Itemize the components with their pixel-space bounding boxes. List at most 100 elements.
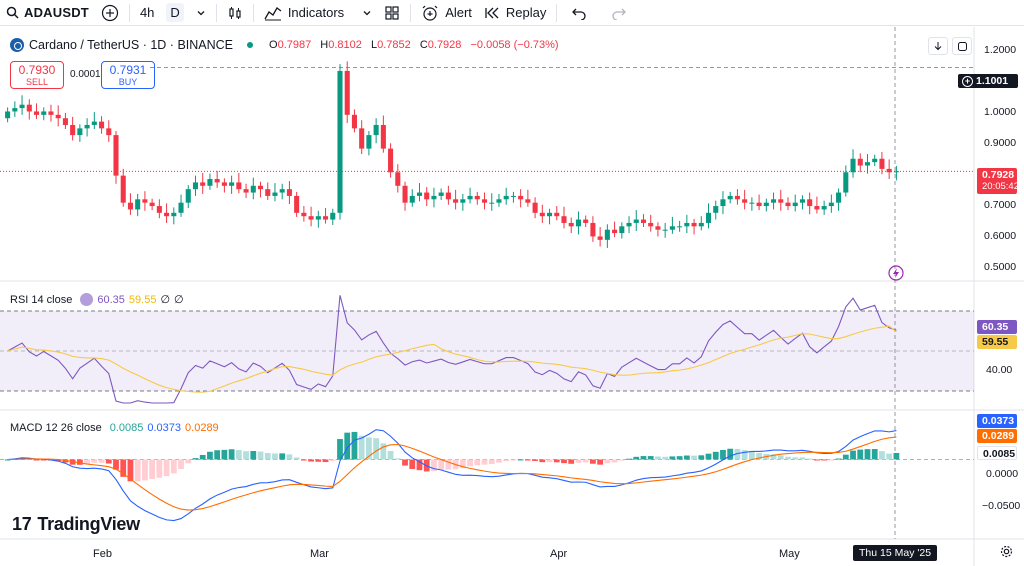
- open-value: 0.7987: [277, 39, 312, 51]
- compare-button[interactable]: [95, 0, 125, 26]
- macd-line: [7, 429, 897, 522]
- macd-histogram-bar: [286, 454, 293, 460]
- layouts-button[interactable]: [378, 0, 406, 26]
- candle-body: [879, 158, 885, 169]
- macd-histogram-bar: [590, 459, 596, 464]
- candle-body: [243, 189, 249, 193]
- candle-body: [893, 171, 899, 173]
- interval-d-label: D: [166, 3, 184, 22]
- macd-histogram-bar: [647, 456, 654, 460]
- candle-body: [756, 202, 762, 207]
- macd-histogram-bar: [503, 459, 510, 462]
- replay-icon: [484, 6, 500, 20]
- replay-label: Replay: [505, 5, 547, 20]
- macd-histogram-bar: [178, 459, 184, 469]
- macd-histogram-bar: [228, 449, 235, 460]
- candle-body: [474, 195, 480, 200]
- candle-body: [33, 111, 40, 115]
- candle-body: [207, 179, 213, 186]
- macd-legend: MACD 12 26 close 0.0085 0.0373 0.0289: [10, 422, 219, 434]
- macd-histogram-bar: [618, 459, 625, 461]
- main-legend: Cardano / TetherUS · 1D · BINANCE O0.798…: [10, 38, 565, 52]
- replay-button[interactable]: Replay: [478, 0, 552, 26]
- macd-histogram-bar: [517, 459, 524, 461]
- toolbar-divider: [252, 3, 254, 22]
- current-price: 0.7928: [982, 169, 1015, 181]
- tradingview-logo[interactable]: 17 TradingView: [12, 514, 140, 535]
- macd-histogram-bar: [633, 456, 640, 460]
- maximize-icon[interactable]: [952, 37, 972, 55]
- price-tick: 0.5000: [984, 261, 1017, 273]
- time-tick: Mar: [310, 548, 329, 560]
- plus-circle-icon[interactable]: +: [962, 76, 973, 87]
- chart-area[interactable]: Cardano / TetherUS · 1D · BINANCE O0.798…: [0, 27, 1024, 566]
- search-icon: [6, 6, 19, 19]
- candle-body: [453, 199, 459, 203]
- candle-body: [547, 212, 553, 217]
- chart-type-button[interactable]: [221, 0, 249, 26]
- settings-dot-icon[interactable]: [80, 293, 94, 306]
- top-toolbar: ADAUSDT 4h D Indicators: [0, 0, 1024, 26]
- tradingview-wordmark: TradingView: [37, 514, 140, 534]
- macd-histogram-bar: [611, 459, 618, 463]
- indicators-button[interactable]: Indicators: [258, 0, 378, 26]
- cardano-logo-icon: [10, 38, 24, 52]
- candle-body: [727, 195, 733, 200]
- sell-button[interactable]: 0.7930 SELL: [10, 61, 64, 89]
- candle-body: [720, 199, 726, 207]
- candle-body: [77, 128, 83, 136]
- candle-body: [655, 226, 661, 230]
- candle-body: [5, 111, 11, 119]
- candle-body: [424, 192, 430, 200]
- candle-body: [70, 124, 76, 136]
- gear-icon[interactable]: [1000, 545, 1013, 561]
- candle-body: [214, 179, 220, 183]
- macd-histogram-bar: [98, 459, 105, 463]
- crosshair-price: 1.1001: [976, 75, 1009, 87]
- rsi-value-badge: 60.35: [977, 320, 1017, 334]
- macd-histogram-bar: [850, 450, 856, 460]
- toolbar-divider: [410, 3, 412, 22]
- macd-histogram-bar: [402, 459, 408, 466]
- candle-body: [301, 212, 307, 217]
- buy-button[interactable]: 0.7931 BUY: [101, 61, 155, 89]
- interval-d[interactable]: D: [160, 0, 189, 26]
- macd-histogram-bar: [120, 459, 127, 477]
- indicators-label: Indicators: [287, 5, 345, 20]
- macd-histogram-bar: [243, 451, 249, 460]
- candle-body: [749, 202, 755, 204]
- candle-body: [142, 199, 148, 203]
- macd-histogram-bar: [185, 459, 192, 464]
- rsi-ma-line: [7, 325, 897, 393]
- candle-body: [438, 192, 444, 196]
- chart-canvas[interactable]: [0, 27, 1024, 566]
- low-label: L: [370, 39, 378, 51]
- candle-body: [836, 192, 842, 203]
- alert-button[interactable]: Alert: [415, 0, 478, 26]
- candle-body: [55, 114, 61, 119]
- candle-body: [568, 222, 574, 227]
- macd-histogram-bar: [705, 453, 712, 460]
- arrow-down-icon[interactable]: [928, 37, 948, 55]
- candle-body: [561, 216, 567, 223]
- interval-dropdown[interactable]: [190, 0, 212, 26]
- candle-body: [156, 206, 162, 213]
- grid-icon: [384, 5, 400, 21]
- macd-histogram-bar: [221, 449, 228, 460]
- candle-body: [221, 182, 227, 186]
- lightning-icon: [893, 268, 899, 278]
- undo-button[interactable]: [565, 0, 593, 26]
- macd-histogram-bar: [553, 459, 560, 463]
- macd-histogram-bar: [821, 459, 828, 461]
- interval-4h[interactable]: 4h: [139, 5, 155, 20]
- macd-histogram-bar: [214, 450, 221, 460]
- redo-button[interactable]: [605, 0, 633, 26]
- tradingview-mark-icon: 17: [12, 514, 32, 534]
- macd-histogram-bar: [445, 459, 452, 470]
- macd-histogram-bar: [474, 459, 481, 466]
- candle-body: [742, 199, 748, 203]
- candle-body: [286, 189, 292, 196]
- macd-histogram-bar: [741, 450, 748, 460]
- macd-histogram-bar: [777, 455, 784, 460]
- symbol-search[interactable]: ADAUSDT: [0, 0, 95, 26]
